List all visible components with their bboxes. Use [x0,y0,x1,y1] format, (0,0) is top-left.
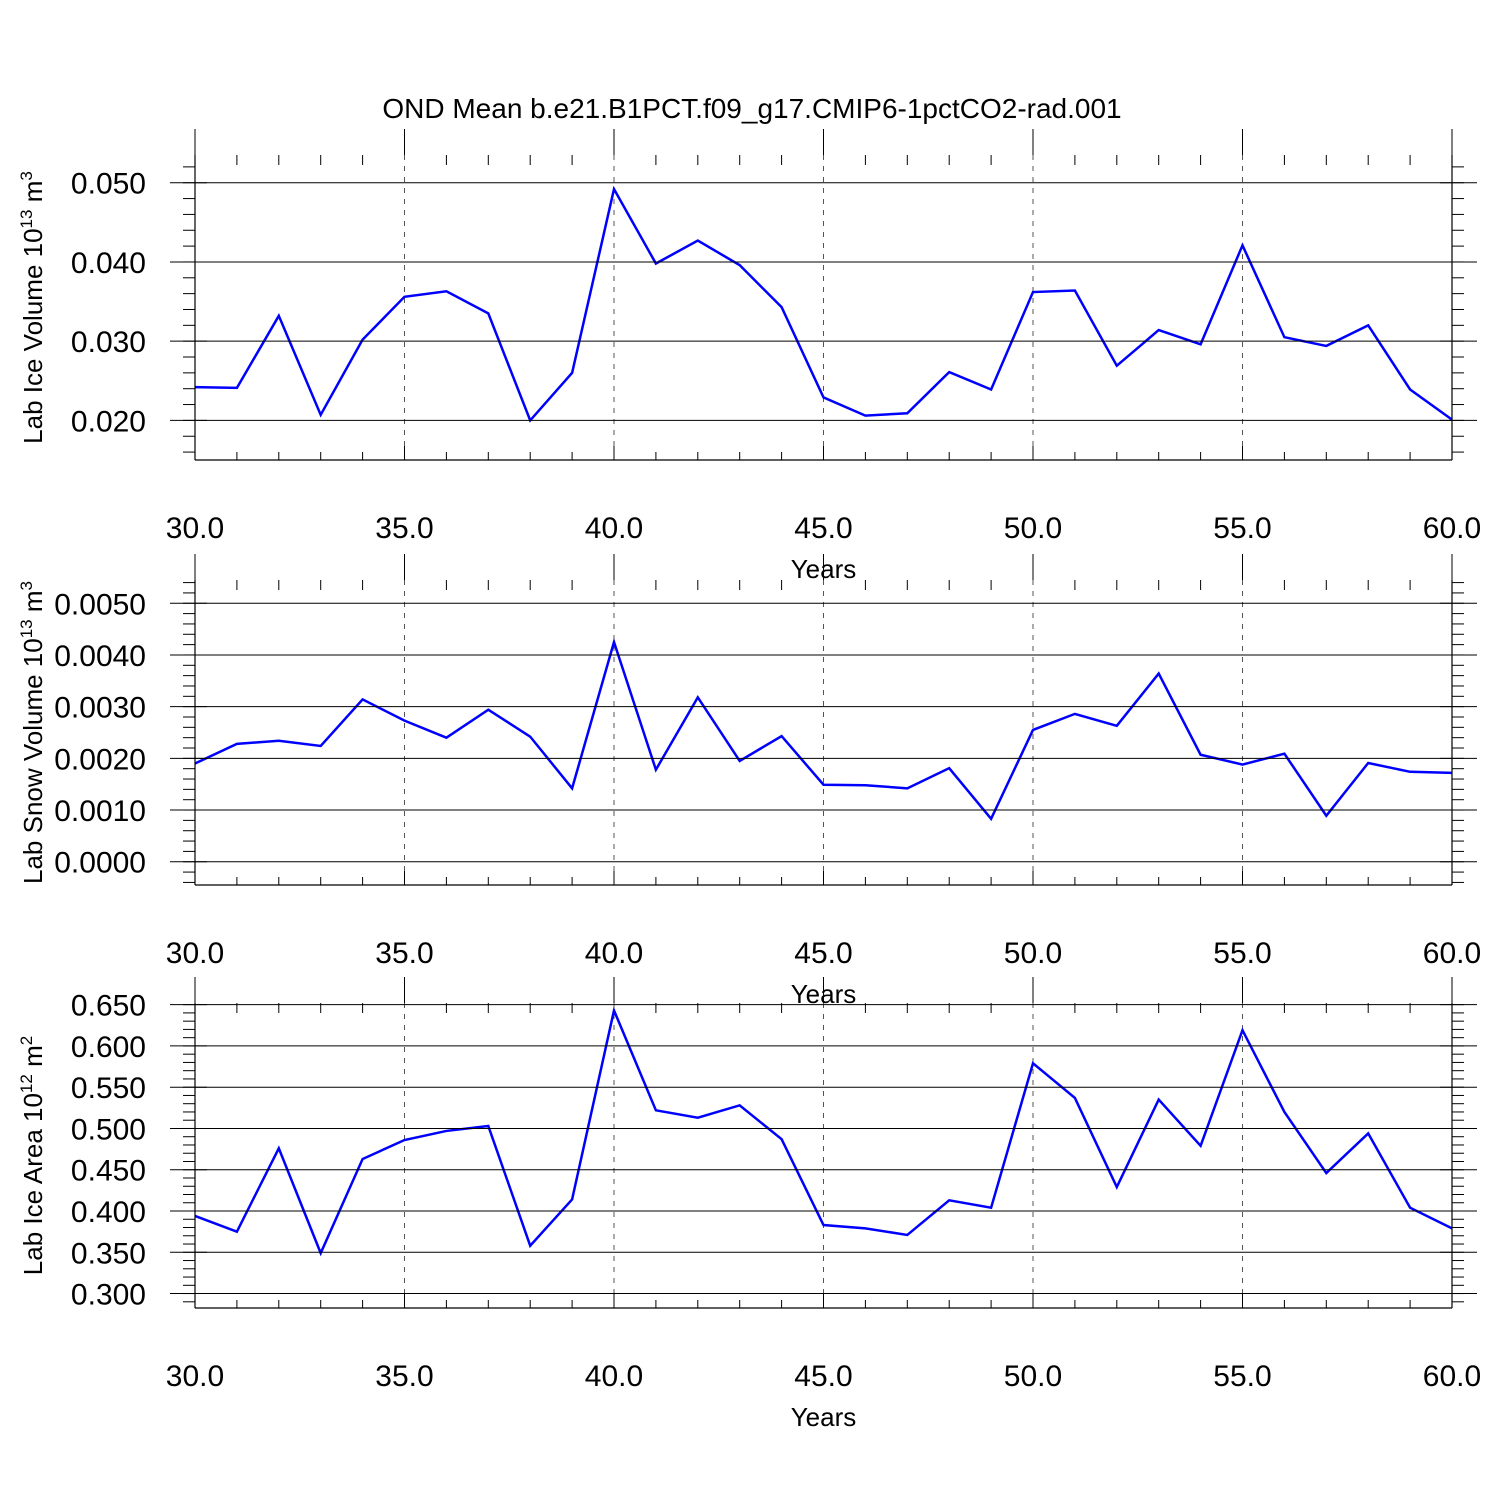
y-tick-label: 0.550 [71,1072,146,1105]
x-tick-label: 45.0 [794,512,852,545]
chart-title: OND Mean b.e21.B1PCT.f09_g17.CMIP6-1pctC… [382,93,1121,124]
x-tick-label: 35.0 [375,937,433,970]
x-tick-label: 55.0 [1213,512,1271,545]
x-tick-label: 40.0 [585,937,643,970]
x-tick-label: 50.0 [1004,512,1062,545]
x-tick-label: 40.0 [585,512,643,545]
x-tick-label: 50.0 [1004,1360,1062,1393]
panel-3: 0.300 0.350 0.400 0.450 0.500 0.550 0.600 0.650… [17,977,1481,1432]
x-tick-label: 60.0 [1423,1360,1481,1393]
y-tick-label: 0.0030 [54,692,146,725]
y-tick-label: 0.350 [71,1237,146,1270]
y-tick-label: 0.450 [71,1155,146,1188]
y-tick-label: 0.0020 [54,743,146,776]
y-tick-label: 0.0040 [54,640,146,673]
x-tick-label: 40.0 [585,1360,643,1393]
x-axis-title: Years [791,1402,857,1432]
x-tick-label: 60.0 [1423,937,1481,970]
x-tick-label: 30.0 [166,937,224,970]
x-tick-label: 35.0 [375,512,433,545]
y-tick-label: 0.400 [71,1196,146,1229]
x-tick-label: 30.0 [166,512,224,545]
y-tick-label: 0.040 [71,247,146,280]
y-tick-label: 0.0000 [54,847,146,880]
series-line [194,637,1453,822]
y-tick-label: 0.650 [71,990,146,1023]
series-line [194,1006,1453,1257]
y-tick-label: 0.030 [71,326,146,359]
y-tick-label: 0.300 [71,1279,146,1312]
series-line [194,185,1453,423]
y-tick-label: 0.020 [71,405,146,438]
x-tick-label: 55.0 [1213,937,1271,970]
y-tick-label: 0.500 [71,1113,146,1146]
y-tick-label: 0.600 [71,1031,146,1064]
panel-2: 0.0000 0.0010 0.0020 0.0030 0.0040 0.0050 30.0… [17,554,1481,1009]
panel-1: 0.020 0.030 0.040 0.050 30.0 35.0 40.0 45.0 50.0… [17,129,1481,584]
x-tick-label: 55.0 [1213,1360,1271,1393]
x-tick-label: 50.0 [1004,937,1062,970]
x-tick-label: 30.0 [166,1360,224,1393]
y-tick-label: 0.050 [71,168,146,201]
x-tick-label: 45.0 [794,937,852,970]
y-axis-title: Lab Ice Area 1012 m2 [17,1036,48,1275]
y-tick-label: 0.0010 [54,795,146,828]
x-tick-label: 35.0 [375,1360,433,1393]
y-axis-title: Lab Snow Volume 1013 m3 [17,581,48,884]
x-tick-label: 45.0 [794,1360,852,1393]
y-axis-title: Lab Ice Volume 1013 m3 [17,171,48,444]
x-tick-label: 60.0 [1423,512,1481,545]
y-tick-label: 0.0050 [54,588,146,621]
